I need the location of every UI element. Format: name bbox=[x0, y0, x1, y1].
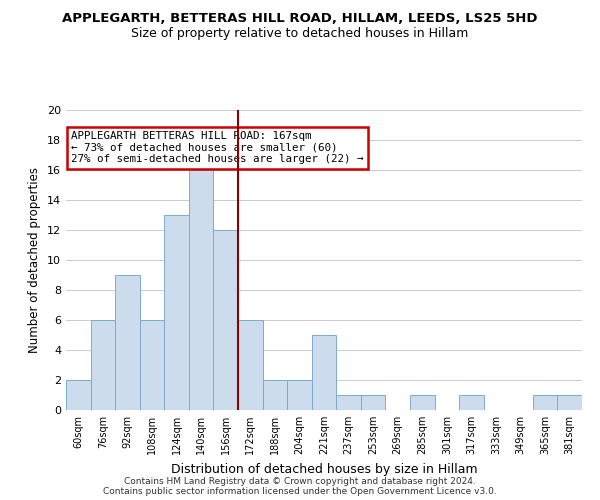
Y-axis label: Number of detached properties: Number of detached properties bbox=[28, 167, 41, 353]
Bar bbox=[189, 170, 214, 410]
Bar bbox=[214, 230, 238, 410]
Bar bbox=[91, 320, 115, 410]
Bar bbox=[287, 380, 312, 410]
Bar bbox=[533, 395, 557, 410]
Bar bbox=[66, 380, 91, 410]
Text: APPLEGARTH, BETTERAS HILL ROAD, HILLAM, LEEDS, LS25 5HD: APPLEGARTH, BETTERAS HILL ROAD, HILLAM, … bbox=[62, 12, 538, 26]
Bar bbox=[140, 320, 164, 410]
Bar bbox=[164, 215, 189, 410]
Bar bbox=[336, 395, 361, 410]
X-axis label: Distribution of detached houses by size in Hillam: Distribution of detached houses by size … bbox=[170, 462, 478, 475]
Text: Contains HM Land Registry data © Crown copyright and database right 2024.: Contains HM Land Registry data © Crown c… bbox=[124, 476, 476, 486]
Bar bbox=[312, 335, 336, 410]
Bar bbox=[459, 395, 484, 410]
Text: APPLEGARTH BETTERAS HILL ROAD: 167sqm
← 73% of detached houses are smaller (60)
: APPLEGARTH BETTERAS HILL ROAD: 167sqm ← … bbox=[71, 131, 364, 164]
Bar bbox=[410, 395, 434, 410]
Text: Size of property relative to detached houses in Hillam: Size of property relative to detached ho… bbox=[131, 28, 469, 40]
Bar bbox=[115, 275, 140, 410]
Text: Contains public sector information licensed under the Open Government Licence v3: Contains public sector information licen… bbox=[103, 486, 497, 496]
Bar bbox=[557, 395, 582, 410]
Bar bbox=[361, 395, 385, 410]
Bar bbox=[238, 320, 263, 410]
Bar bbox=[263, 380, 287, 410]
